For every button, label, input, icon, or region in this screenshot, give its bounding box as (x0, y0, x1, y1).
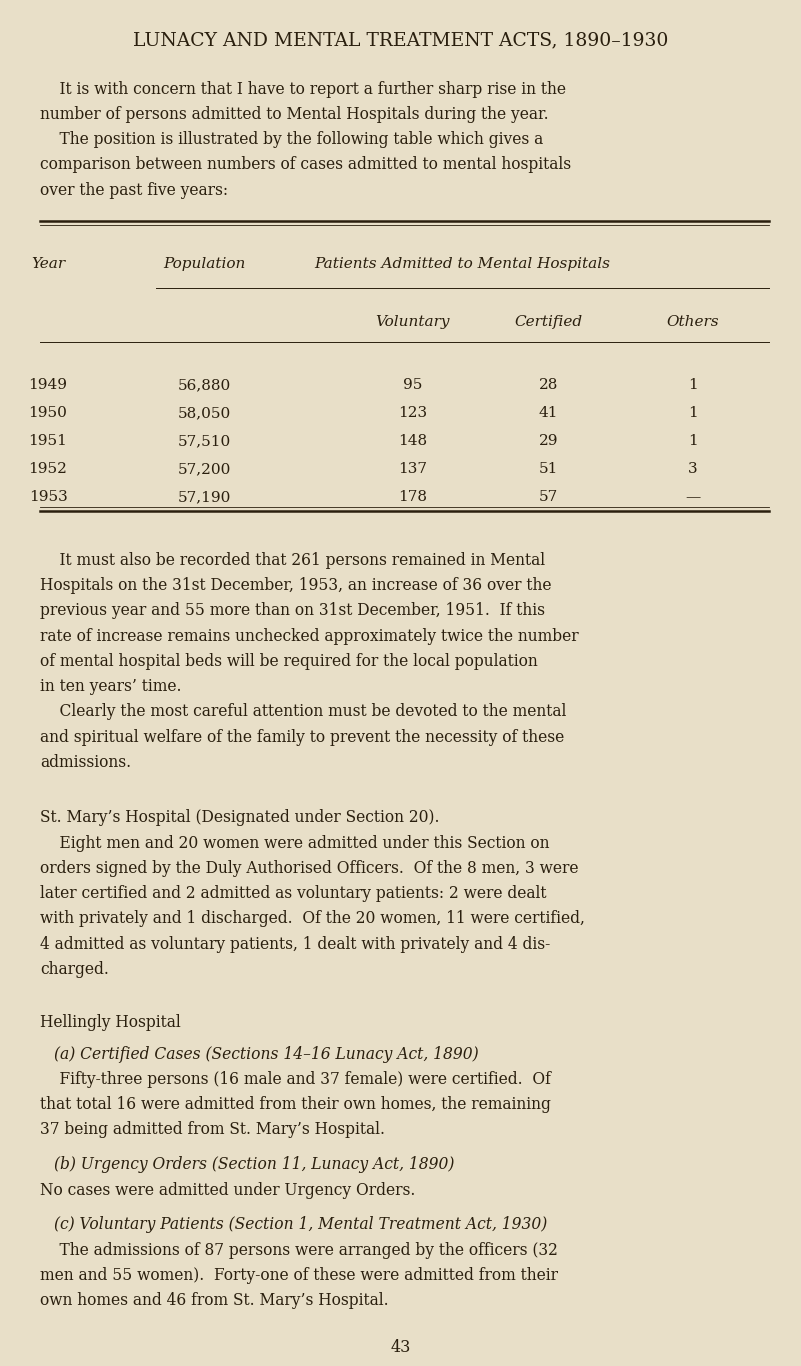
Text: number of persons admitted to Mental Hospitals during the year.: number of persons admitted to Mental Hos… (40, 107, 549, 123)
Text: 1: 1 (688, 406, 698, 421)
Text: 1950: 1950 (29, 406, 67, 421)
Text: 43: 43 (390, 1339, 411, 1355)
Text: 1: 1 (688, 378, 698, 392)
Text: 3: 3 (688, 462, 698, 477)
Text: 148: 148 (398, 434, 427, 448)
Text: 57,190: 57,190 (178, 490, 231, 504)
Text: 51: 51 (539, 462, 558, 477)
Text: Year: Year (31, 257, 65, 272)
Text: (c) Voluntary Patients (Section 1, Mental Treatment Act, 1930): (c) Voluntary Patients (Section 1, Menta… (54, 1216, 548, 1233)
Text: 123: 123 (398, 406, 427, 421)
Text: 41: 41 (539, 406, 558, 421)
Text: 57: 57 (539, 490, 558, 504)
Text: in ten years’ time.: in ten years’ time. (40, 678, 182, 695)
Text: that total 16 were admitted from their own homes, the remaining: that total 16 were admitted from their o… (40, 1096, 551, 1113)
Text: over the past five years:: over the past five years: (40, 182, 228, 198)
Text: Voluntary: Voluntary (375, 314, 450, 329)
Text: No cases were admitted under Urgency Orders.: No cases were admitted under Urgency Ord… (40, 1182, 416, 1198)
Text: 178: 178 (398, 490, 427, 504)
Text: 28: 28 (539, 378, 558, 392)
Text: Population: Population (163, 257, 245, 272)
Text: rate of increase remains unchecked approximately twice the number: rate of increase remains unchecked appro… (40, 627, 578, 645)
Text: The position is illustrated by the following table which gives a: The position is illustrated by the follo… (40, 131, 543, 148)
Text: Hellingly Hospital: Hellingly Hospital (40, 1014, 181, 1030)
Text: 56,880: 56,880 (178, 378, 231, 392)
Text: comparison between numbers of cases admitted to mental hospitals: comparison between numbers of cases admi… (40, 156, 571, 173)
Text: Eight men and 20 women were admitted under this Section on: Eight men and 20 women were admitted und… (40, 835, 549, 851)
Text: Certified: Certified (514, 314, 583, 329)
Text: 1953: 1953 (29, 490, 67, 504)
Text: Others: Others (666, 314, 719, 329)
Text: 95: 95 (403, 378, 422, 392)
Text: 1951: 1951 (29, 434, 67, 448)
Text: men and 55 women).  Forty-one of these were admitted from their: men and 55 women). Forty-one of these we… (40, 1266, 558, 1284)
Text: The admissions of 87 persons were arranged by the officers (32: The admissions of 87 persons were arrang… (40, 1242, 558, 1258)
Text: 57,200: 57,200 (178, 462, 231, 477)
Text: It must also be recorded that 261 persons remained in Mental: It must also be recorded that 261 person… (40, 552, 545, 568)
Text: 57,510: 57,510 (178, 434, 231, 448)
Text: 37 being admitted from St. Mary’s Hospital.: 37 being admitted from St. Mary’s Hospit… (40, 1121, 385, 1138)
Text: of mental hospital beds will be required for the local population: of mental hospital beds will be required… (40, 653, 537, 669)
Text: admissions.: admissions. (40, 754, 131, 770)
Text: 137: 137 (398, 462, 427, 477)
Text: —: — (685, 490, 701, 504)
Text: (a) Certified Cases (Sections 14–16 Lunacy Act, 1890): (a) Certified Cases (Sections 14–16 Luna… (54, 1045, 479, 1063)
Text: It is with concern that I have to report a further sharp rise in the: It is with concern that I have to report… (40, 81, 566, 97)
Text: 4 admitted as voluntary patients, 1 dealt with privately and 4 dis-: 4 admitted as voluntary patients, 1 deal… (40, 936, 550, 952)
Text: Fifty-three persons (16 male and 37 female) were certified.  Of: Fifty-three persons (16 male and 37 fema… (40, 1071, 551, 1087)
Text: St. Mary’s Hospital (Designated under Section 20).: St. Mary’s Hospital (Designated under Se… (40, 809, 440, 826)
Text: Patients Admitted to Mental Hospitals: Patients Admitted to Mental Hospitals (315, 257, 610, 272)
Text: 1: 1 (688, 434, 698, 448)
Text: Hospitals on the 31st December, 1953, an increase of 36 over the: Hospitals on the 31st December, 1953, an… (40, 576, 552, 594)
Text: 29: 29 (539, 434, 558, 448)
Text: LUNACY AND MENTAL TREATMENT ACTS, 1890–1930: LUNACY AND MENTAL TREATMENT ACTS, 1890–1… (133, 31, 668, 49)
Text: (b) Urgency Orders (Section 11, Lunacy Act, 1890): (b) Urgency Orders (Section 11, Lunacy A… (54, 1156, 455, 1173)
Text: own homes and 46 from St. Mary’s Hospital.: own homes and 46 from St. Mary’s Hospita… (40, 1292, 388, 1309)
Text: charged.: charged. (40, 960, 109, 978)
Text: Clearly the most careful attention must be devoted to the mental: Clearly the most careful attention must … (40, 703, 566, 720)
Text: orders signed by the Duly Authorised Officers.  Of the 8 men, 3 were: orders signed by the Duly Authorised Off… (40, 859, 578, 877)
Text: and spiritual welfare of the family to prevent the necessity of these: and spiritual welfare of the family to p… (40, 728, 564, 746)
Text: with privately and 1 discharged.  Of the 20 women, 11 were certified,: with privately and 1 discharged. Of the … (40, 910, 585, 928)
Text: 1949: 1949 (29, 378, 67, 392)
Text: 1952: 1952 (29, 462, 67, 477)
Text: 58,050: 58,050 (178, 406, 231, 421)
Text: previous year and 55 more than on 31st December, 1951.  If this: previous year and 55 more than on 31st D… (40, 602, 545, 619)
Text: later certified and 2 admitted as voluntary patients: 2 were dealt: later certified and 2 admitted as volunt… (40, 885, 546, 902)
